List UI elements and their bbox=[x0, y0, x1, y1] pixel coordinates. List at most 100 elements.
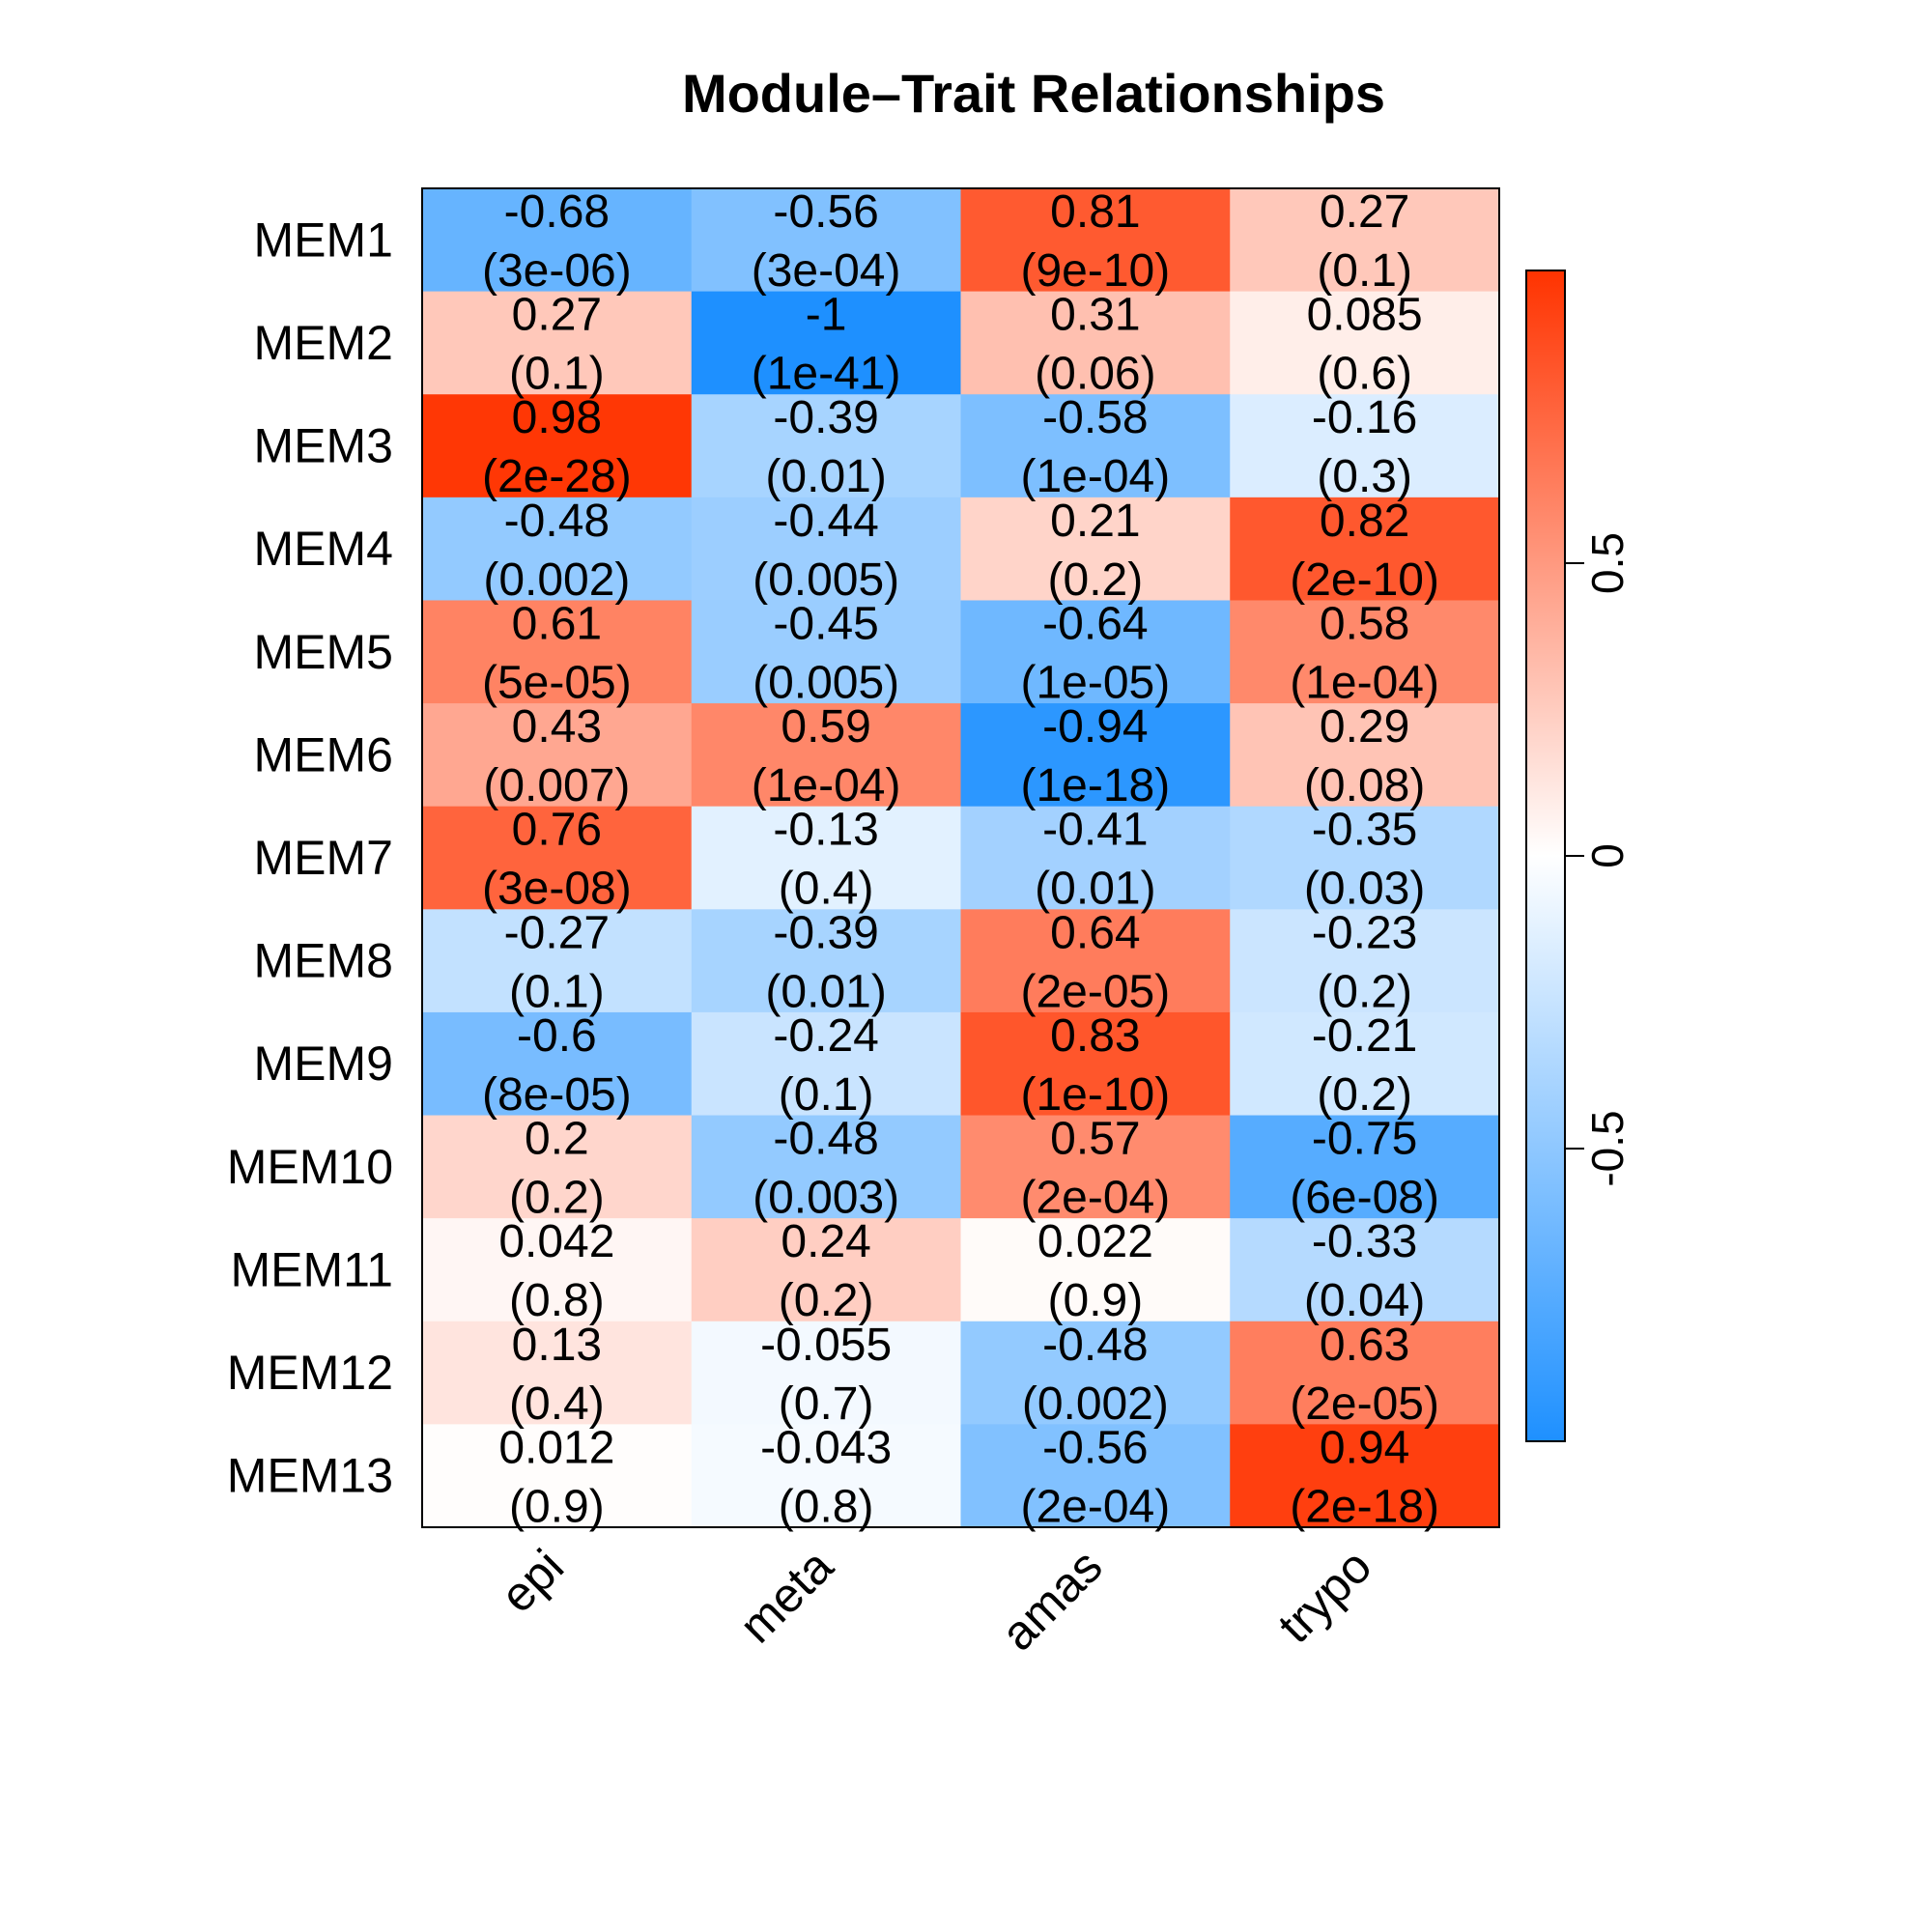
heatmap-cell bbox=[422, 1321, 693, 1425]
heatmap-cell bbox=[422, 600, 693, 704]
heatmap-cell bbox=[691, 1218, 962, 1322]
cell-pvalue-label: (9e-10) bbox=[1021, 245, 1171, 297]
cell-value-label: 0.43 bbox=[512, 701, 602, 753]
heatmap-cell bbox=[1230, 909, 1500, 1013]
cell-pvalue-label: (8e-05) bbox=[482, 1069, 632, 1121]
row-label: MEM3 bbox=[254, 419, 393, 473]
heatmap-cell bbox=[1230, 1424, 1500, 1528]
cell-value-label: 0.31 bbox=[1050, 290, 1140, 341]
cell-pvalue-label: (1e-10) bbox=[1021, 1069, 1171, 1121]
cell-pvalue-label: (0.6) bbox=[1317, 349, 1412, 400]
heatmap-cell bbox=[422, 497, 693, 602]
row-label: MEM6 bbox=[254, 727, 393, 781]
cell-value-label: -0.56 bbox=[1042, 1422, 1148, 1473]
cell-pvalue-label: (1e-05) bbox=[1021, 657, 1171, 708]
cell-pvalue-label: (0.3) bbox=[1317, 451, 1412, 502]
heatmap-cell bbox=[691, 1011, 962, 1117]
cell-value-label: 0.94 bbox=[1320, 1422, 1409, 1473]
cell-pvalue-label: (2e-04) bbox=[1021, 1481, 1171, 1532]
cell-pvalue-label: (2e-04) bbox=[1021, 1173, 1171, 1224]
cell-pvalue-label: (0.04) bbox=[1304, 1275, 1425, 1326]
legend-tick-label: -0.5 bbox=[1582, 1110, 1633, 1186]
cell-pvalue-label: (1e-04) bbox=[1290, 657, 1439, 708]
cell-value-label: -0.35 bbox=[1312, 805, 1417, 856]
heatmap-cell bbox=[691, 394, 962, 498]
heatmap-cells: -0.68 (3e-06) -0.56 (3e-04) 0.81 (9e-10) 0.27 (… bbox=[422, 186, 1500, 1532]
row-labels: MEM1 MEM2 MEM3 MEM4 MEM5 MEM6 MEM7 MEM8 MEM9 MEM1… bbox=[227, 213, 393, 1502]
column-label: epi bbox=[490, 1539, 574, 1623]
cell-pvalue-label: (2e-10) bbox=[1290, 554, 1439, 606]
cell-value-label: 0.58 bbox=[1320, 598, 1409, 649]
heatmap-cell bbox=[960, 909, 1231, 1013]
cell-value-label: 0.27 bbox=[512, 290, 602, 341]
cell-pvalue-label: (0.8) bbox=[779, 1481, 874, 1532]
cell-pvalue-label: (0.002) bbox=[483, 554, 630, 606]
heatmap-cell bbox=[960, 1115, 1231, 1219]
row-label: MEM12 bbox=[227, 1346, 393, 1400]
cell-pvalue-label: (0.007) bbox=[483, 760, 630, 811]
cell-pvalue-label: (0.2) bbox=[1048, 554, 1144, 606]
heatmap-cell bbox=[1230, 394, 1500, 498]
cell-pvalue-label: (0.1) bbox=[509, 349, 605, 400]
cell-pvalue-label: (0.1) bbox=[779, 1069, 874, 1121]
cell-pvalue-label: (0.005) bbox=[753, 657, 899, 708]
cell-pvalue-label: (0.7) bbox=[779, 1378, 874, 1430]
cell-value-label: -0.13 bbox=[773, 805, 878, 856]
heatmap-cell bbox=[691, 1321, 962, 1425]
heatmap-cell bbox=[422, 1011, 693, 1117]
cell-value-label: -0.64 bbox=[1042, 598, 1148, 649]
row-label: MEM8 bbox=[254, 934, 393, 988]
heatmap-cell bbox=[1230, 703, 1500, 808]
cell-pvalue-label: (0.9) bbox=[1048, 1275, 1144, 1326]
heatmap-cell bbox=[960, 497, 1231, 602]
cell-pvalue-label: (0.9) bbox=[509, 1481, 605, 1532]
heatmap-cell bbox=[1230, 1321, 1500, 1425]
cell-pvalue-label: (0.005) bbox=[753, 554, 899, 606]
heatmap-cell bbox=[1230, 1218, 1500, 1322]
cell-value-label: -0.21 bbox=[1312, 1010, 1417, 1062]
cell-value-label: 0.042 bbox=[498, 1216, 614, 1267]
cell-value-label: -0.44 bbox=[773, 496, 878, 547]
heatmap-cell bbox=[960, 291, 1231, 395]
cell-value-label: 0.64 bbox=[1050, 907, 1140, 958]
cell-pvalue-label: (0.2) bbox=[1317, 1069, 1412, 1121]
heatmap-cell bbox=[1230, 1115, 1500, 1219]
heatmap-cell bbox=[1230, 1011, 1500, 1117]
heatmap-cell bbox=[960, 1011, 1231, 1117]
cell-pvalue-label: (2e-05) bbox=[1021, 966, 1171, 1017]
row-label: MEM5 bbox=[254, 625, 393, 679]
heatmap-cell bbox=[1230, 497, 1500, 602]
cell-pvalue-label: (0.01) bbox=[765, 966, 886, 1017]
cell-value-label: -0.23 bbox=[1312, 907, 1417, 958]
cell-pvalue-label: (5e-05) bbox=[482, 657, 632, 708]
heatmap-cell bbox=[960, 806, 1231, 910]
cell-value-label: 0.61 bbox=[512, 598, 602, 649]
cell-value-label: 0.98 bbox=[512, 392, 602, 443]
cell-pvalue-label: (0.8) bbox=[509, 1275, 605, 1326]
cell-pvalue-label: (0.2) bbox=[1317, 966, 1412, 1017]
heatmap-cell bbox=[691, 703, 962, 808]
cell-value-label: -0.043 bbox=[760, 1422, 892, 1473]
row-label: MEM2 bbox=[254, 316, 393, 370]
row-label: MEM10 bbox=[227, 1140, 393, 1194]
row-label: MEM13 bbox=[227, 1449, 393, 1503]
heatmap-cell bbox=[960, 600, 1231, 704]
cell-value-label: 0.57 bbox=[1050, 1114, 1140, 1165]
legend-tick-label: 0 bbox=[1582, 843, 1633, 868]
cell-pvalue-label: (3e-06) bbox=[482, 245, 632, 297]
cell-value-label: -0.39 bbox=[773, 392, 878, 443]
cell-value-label: 0.21 bbox=[1050, 496, 1140, 547]
cell-pvalue-label: (2e-05) bbox=[1290, 1378, 1439, 1430]
cell-value-label: 0.2 bbox=[525, 1114, 589, 1165]
column-label: trypo bbox=[1267, 1539, 1381, 1653]
cell-pvalue-label: (1e-41) bbox=[752, 349, 901, 400]
heatmap-cell bbox=[422, 394, 693, 498]
cell-pvalue-label: (2e-18) bbox=[1290, 1481, 1439, 1532]
cell-value-label: -0.48 bbox=[504, 496, 610, 547]
row-label: MEM11 bbox=[230, 1242, 393, 1296]
heatmap-cell bbox=[691, 909, 962, 1013]
cell-pvalue-label: (1e-18) bbox=[1021, 760, 1171, 811]
column-labels: epi meta amas trypo bbox=[490, 1539, 1381, 1661]
cell-value-label: -0.6 bbox=[517, 1010, 597, 1062]
